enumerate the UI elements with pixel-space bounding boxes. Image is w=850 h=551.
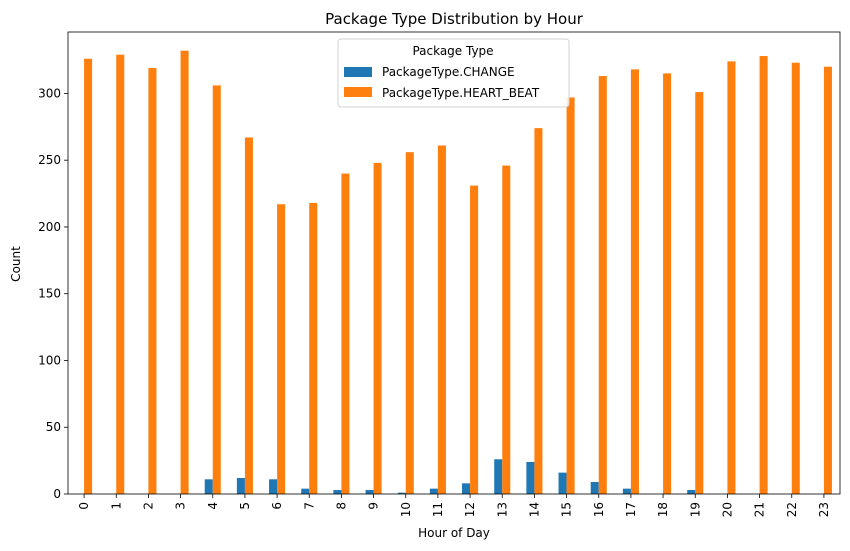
x-tick-label-hour-14: 14	[527, 502, 541, 517]
plot-frame	[67, 31, 841, 495]
x-tick-label-hour-7: 7	[302, 502, 316, 510]
bar-heart-beat-hour-12	[470, 185, 479, 495]
bar-heart-beat-hour-4	[212, 85, 221, 494]
bar-change-hour-7	[301, 488, 310, 494]
bar-change-hour-16	[590, 481, 599, 494]
y-tick-label: 150	[38, 287, 61, 301]
bar-change-hour-15	[558, 472, 567, 494]
bar-heart-beat-hour-14	[534, 128, 543, 494]
legend-swatch-heart-beat	[344, 87, 372, 97]
bar-heart-beat-hour-15	[566, 97, 575, 495]
y-axis-label: Count	[9, 246, 23, 282]
bar-change-hour-10	[397, 492, 406, 494]
x-tick-label-hour-19: 19	[688, 502, 702, 517]
y-tick-label: 300	[38, 86, 61, 100]
bar-heart-beat-hour-18	[663, 73, 672, 494]
legend-title: Package Type	[412, 44, 493, 58]
chart-title: Package Type Distribution by Hour	[325, 10, 584, 28]
x-tick-label-hour-18: 18	[656, 502, 670, 517]
bar-heart-beat-hour-2	[148, 68, 157, 495]
bar-change-hour-8	[333, 489, 342, 494]
x-tick-label-hour-13: 13	[495, 502, 509, 517]
x-tick-label-hour-12: 12	[463, 502, 477, 517]
x-tick-label-hour-17: 17	[624, 502, 638, 517]
legend-swatch-change	[344, 67, 372, 77]
bar-heart-beat-hour-3	[180, 50, 189, 494]
bar-change-hour-12	[462, 483, 471, 494]
bar-heart-beat-hour-19	[695, 92, 704, 494]
bar-heart-beat-hour-9	[373, 162, 382, 495]
y-tick-label: 200	[38, 220, 61, 234]
y-tick-label: 50	[46, 420, 61, 434]
bar-change-hour-13	[494, 459, 503, 494]
x-tick-label-hour-4: 4	[206, 502, 220, 510]
bar-heart-beat-hour-6	[277, 204, 286, 494]
bar-change-hour-5	[236, 477, 245, 494]
bar-change-hour-11	[429, 488, 438, 494]
bar-heart-beat-hour-22	[791, 62, 800, 495]
x-tick-label-hour-3: 3	[174, 502, 188, 510]
bar-change-hour-6	[269, 479, 278, 494]
bar-heart-beat-hour-11	[437, 145, 446, 494]
bar-heart-beat-hour-10	[405, 152, 414, 495]
legend-label-heart-beat: PackageType.HEART_BEAT	[382, 86, 540, 100]
bar-change-hour-19	[687, 489, 696, 494]
x-tick-label-hour-15: 15	[560, 502, 574, 517]
x-tick-label-hour-5: 5	[238, 502, 252, 510]
bar-heart-beat-hour-16	[598, 76, 607, 494]
x-tick-label-hour-11: 11	[431, 502, 445, 517]
bar-heart-beat-hour-20	[727, 61, 736, 494]
x-tick-label-hour-20: 20	[720, 502, 734, 517]
x-tick-label-hour-10: 10	[399, 502, 413, 517]
bar-heart-beat-hour-7	[309, 202, 318, 494]
bar-heart-beat-hour-21	[759, 56, 768, 494]
x-tick-label-hour-22: 22	[785, 502, 799, 517]
bar-heart-beat-hour-0	[84, 58, 93, 495]
bar-heart-beat-hour-8	[341, 173, 350, 495]
bar-change-hour-17	[622, 488, 631, 494]
x-tick-label-hour-8: 8	[334, 502, 348, 510]
y-axis: 0 50 100 150 200 250 300	[38, 86, 68, 501]
bar-heart-beat-hour-5	[244, 137, 253, 495]
bar-heart-beat-hour-13	[502, 165, 511, 494]
y-tick-label: 0	[53, 487, 61, 501]
x-tick-label-hour-16: 16	[592, 502, 606, 517]
x-axis-label: Hour of Day	[418, 526, 490, 540]
x-tick-label-hour-1: 1	[109, 502, 123, 510]
bar-heart-beat-hour-23	[823, 66, 832, 494]
bar-change-hour-9	[365, 489, 374, 494]
legend: Package Type PackageType.CHANGE PackageT…	[337, 38, 570, 108]
x-tick-label-hour-9: 9	[367, 502, 381, 510]
bar-change-hour-14	[526, 461, 535, 494]
x-tick-label-hour-23: 23	[817, 502, 831, 517]
bars-group	[84, 50, 832, 495]
x-tick-label-hour-2: 2	[141, 502, 155, 510]
legend-label-change: PackageType.CHANGE	[382, 65, 515, 79]
y-tick-label: 250	[38, 153, 61, 167]
legend-frame	[337, 38, 570, 108]
bar-heart-beat-hour-17	[630, 69, 639, 494]
x-tick-label-hour-21: 21	[753, 502, 767, 517]
x-axis: 0 1 2 3 4 5 6 7 8 9 10 11 12 13 14 15 16 17 18 19 20 21 22 23	[77, 494, 831, 517]
x-tick-label-hour-0: 0	[77, 502, 91, 510]
bar-change-hour-4	[204, 479, 213, 494]
bar-heart-beat-hour-1	[116, 54, 125, 494]
y-tick-label: 100	[38, 353, 61, 367]
x-tick-label-hour-6: 6	[270, 502, 284, 510]
